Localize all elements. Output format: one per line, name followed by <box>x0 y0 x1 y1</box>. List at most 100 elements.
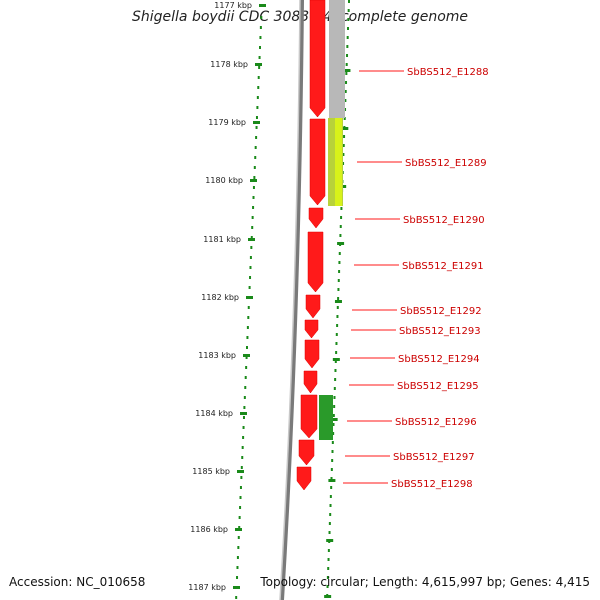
backbone-arc-shadow <box>279 0 301 600</box>
ruler-dot-right <box>326 576 329 579</box>
ruler-dot-right <box>330 468 333 471</box>
ruler-dot-right <box>331 450 334 453</box>
ruler-dot <box>249 256 252 259</box>
ruler-dot-right <box>327 567 330 570</box>
ruler-dot <box>258 56 261 59</box>
backbone-arc <box>280 0 304 600</box>
features <box>319 0 345 440</box>
ruler-tick-right <box>330 418 338 421</box>
ruler-dot <box>259 36 262 39</box>
ruler-dot <box>243 406 246 409</box>
ruler-dot <box>247 306 250 309</box>
ruler-dot <box>239 506 242 509</box>
ruler-dot <box>249 266 252 269</box>
ruler-dot-right <box>332 423 335 426</box>
ruler-tick <box>233 586 240 589</box>
ruler-dot <box>240 466 243 469</box>
feature-block-gray <box>329 0 345 118</box>
ruler-dot-right <box>345 81 348 84</box>
ruler-dot <box>243 396 246 399</box>
ruler-dot-right <box>348 0 350 3</box>
ruler-dot <box>245 366 248 369</box>
ruler-dot <box>236 576 239 579</box>
ruler-dot-right <box>333 405 336 408</box>
ruler-dot <box>248 286 251 289</box>
ruler-tick-label: 1177 kbp <box>214 1 252 10</box>
ruler-tick-right <box>337 242 345 245</box>
ruler-dot-right <box>347 9 350 12</box>
ruler-tick-label: 1187 kbp <box>188 583 226 592</box>
ruler-dot-right <box>334 360 337 363</box>
ruler-dot <box>254 146 257 149</box>
ruler-dot-right <box>332 432 335 435</box>
ruler-dot-right <box>326 585 329 588</box>
ruler-tick-label: 1185 kbp <box>192 467 230 476</box>
ruler-dot-right <box>330 486 333 489</box>
ruler-tick-label: 1183 kbp <box>198 351 236 360</box>
ruler-dot-right <box>344 90 347 93</box>
ruler-dot-right <box>330 477 333 480</box>
ruler-dot <box>251 216 254 219</box>
ruler-dot-right <box>328 531 331 534</box>
ruler-dot-right <box>347 18 350 21</box>
ruler-dot <box>250 246 253 249</box>
genes <box>296 0 326 491</box>
ruler-dot <box>246 326 249 329</box>
ruler-dot-right <box>331 459 334 462</box>
ruler-dot-right <box>338 270 341 273</box>
ruler-dot-right <box>329 495 332 498</box>
ruler-dot-right <box>335 333 338 336</box>
ruler-dot-right <box>337 279 340 282</box>
ruler-dot-right <box>339 225 342 228</box>
ruler-dot <box>255 126 258 129</box>
gene-label: SbBS512_E1296 <box>395 417 477 428</box>
accession-text: Accession: NC_010658 <box>9 575 146 589</box>
ruler-dot-right <box>345 63 348 66</box>
gene-label: SbBS512_E1298 <box>391 479 473 490</box>
ruler-dot <box>237 546 240 549</box>
ruler-tick <box>253 121 260 124</box>
ruler-dot-right <box>336 306 339 309</box>
ruler-dot <box>256 106 259 109</box>
ruler-dot <box>254 156 257 159</box>
ruler-dot <box>255 136 258 139</box>
ruler-dot <box>253 176 256 179</box>
ruler-tick <box>255 63 262 66</box>
ruler-dot <box>239 496 242 499</box>
ruler-tick-label: 1181 kbp <box>203 235 241 244</box>
ruler-dot-right <box>342 144 345 147</box>
ruler: 1177 kbp 1178 kbp 1179 kbp 1180 kbp 1181 kbp… <box>188 0 351 599</box>
ruler-tick-right <box>343 69 351 72</box>
ruler-dot-right <box>338 252 341 255</box>
ruler-dot <box>258 66 261 69</box>
ruler-dot <box>244 376 247 379</box>
ruler-dot <box>242 436 245 439</box>
ruler-tick <box>250 179 257 182</box>
ruler-dot <box>255 116 258 119</box>
ruler-dot <box>242 426 245 429</box>
ruler-dot <box>242 416 245 419</box>
ruler-tick-label: 1184 kbp <box>195 409 233 418</box>
ruler-dot-right <box>344 99 347 102</box>
gene-label: SbBS512_E1295 <box>397 381 479 392</box>
gene-label: SbBS512_E1288 <box>407 67 489 78</box>
gene-label: SbBS512_E1294 <box>398 354 480 365</box>
gene-label: SbBS512_E1293 <box>399 326 481 337</box>
ruler-dot <box>235 596 238 599</box>
feature-block-green <box>319 395 333 440</box>
ruler-dot-right <box>336 324 339 327</box>
ruler-dot <box>259 46 262 49</box>
ruler-tick <box>246 296 253 299</box>
ruler-tick-label: 1178 kbp <box>210 60 248 69</box>
gene-arrow <box>296 466 312 491</box>
gene-arrow <box>308 207 324 229</box>
ruler-dot-right <box>332 414 335 417</box>
ruler-dot <box>236 566 239 569</box>
ruler-dot <box>250 236 253 239</box>
ruler-dot <box>256 96 259 99</box>
ruler-dot-right <box>347 27 350 30</box>
ruler-dot-right <box>346 54 349 57</box>
ruler-dot <box>246 336 249 339</box>
feature-block-yellow-highlight <box>335 118 342 206</box>
